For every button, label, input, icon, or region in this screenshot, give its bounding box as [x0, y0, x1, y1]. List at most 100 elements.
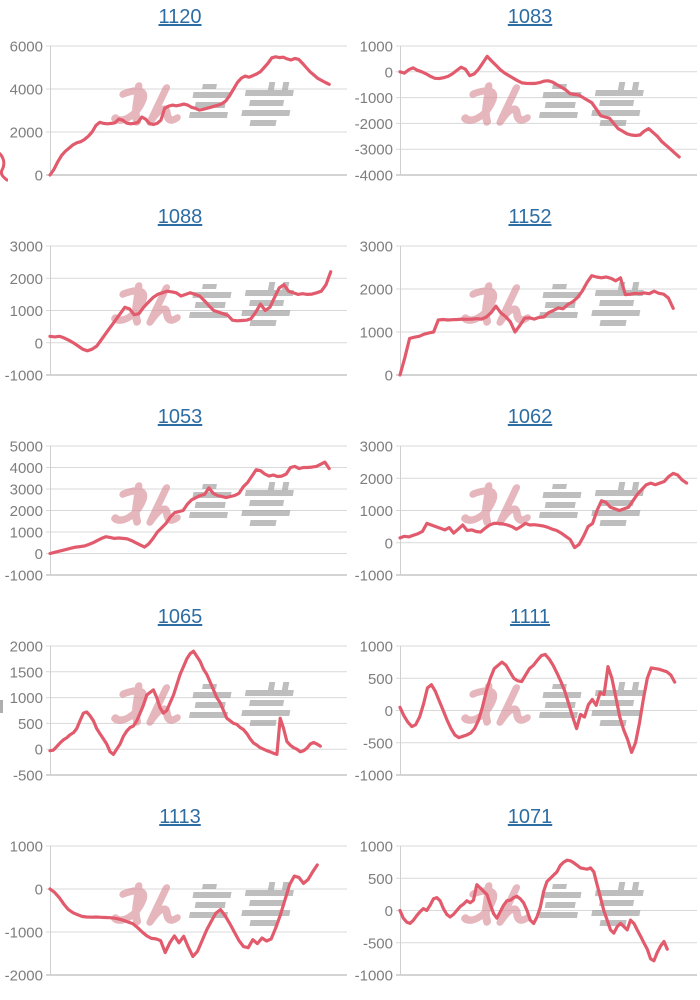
line-chart-series: [398, 471, 689, 550]
y-tick-label: -1000: [355, 968, 393, 985]
chart-grid-axes: 3000 2000 1000 0 -1000: [355, 439, 697, 585]
y-tick-label: 4000: [10, 82, 43, 99]
y-tick-label: 1000: [360, 839, 393, 856]
watermark-logo-icon: [111, 882, 294, 926]
series-line: [48, 55, 331, 177]
series-line: [48, 649, 322, 756]
series-line: [398, 274, 675, 377]
y-tick-label: -4000: [355, 168, 393, 185]
y-tick-label: 2000: [10, 639, 43, 656]
y-tick-label: 3000: [10, 482, 43, 499]
machine-title-row: 1065: [0, 606, 350, 629]
y-tick-label: 500: [368, 671, 393, 688]
slump-graph: 1000 0 -1000 -2000 -3000 -4000: [350, 0, 700, 200]
machine-title-row: 1152: [350, 206, 700, 229]
y-tick-label: 1000: [10, 690, 43, 707]
y-tick-label: -500: [363, 935, 393, 952]
y-tick-label: 4000: [10, 460, 43, 477]
y-tick-label: 2000: [360, 282, 393, 299]
machine-chart-cell: 1088 3000 2000 1000 0 -1000: [0, 200, 350, 400]
clipped-chart-fragment: [0, 700, 3, 713]
y-tick-label: 0: [385, 703, 393, 720]
machine-title-row: 1111: [350, 606, 700, 629]
y-tick-label: -1000: [355, 90, 393, 107]
y-tick-label: 3000: [10, 239, 43, 256]
y-tick-label: 2000: [360, 471, 393, 488]
line-chart-series: [48, 460, 331, 556]
y-tick-label: 500: [18, 716, 43, 733]
slump-graph: 6000 4000 2000 0: [0, 0, 350, 200]
y-tick-label: 0: [35, 168, 43, 185]
y-tick-label: 0: [385, 368, 393, 385]
y-tick-label: 2000: [10, 125, 43, 142]
line-chart-series: [398, 54, 681, 159]
y-tick-label: -1000: [5, 368, 43, 385]
slump-graph: 1000 500 0 -500 -1000: [350, 800, 700, 1000]
machine-chart-cell: 1062 3000 2000 1000 0 -1000: [350, 400, 700, 600]
machine-chart-cell: 1065 2000 1500 1000 500 0 -500: [0, 600, 350, 800]
machine-chart-cell: 1083 1000 0 -1000 -2000 -3000 -4000: [350, 0, 700, 200]
y-tick-label: 2000: [10, 271, 43, 288]
watermark-logo-icon: [461, 682, 644, 726]
slump-graph: 3000 2000 1000 0 -1000: [350, 400, 700, 600]
machine-number-link[interactable]: 1113: [159, 806, 201, 828]
machine-number-link[interactable]: 1053: [157, 406, 203, 428]
machine-chart-cell: 1053 5000 4000 3000 2000 1000 0 -1000: [0, 400, 350, 600]
machine-title-row: 1113: [0, 806, 350, 829]
series-line: [48, 270, 333, 353]
clipped-chart-fragment: [0, 151, 8, 182]
y-tick-label: 0: [385, 535, 393, 552]
line-chart-series: [48, 649, 322, 756]
y-tick-label: -1000: [5, 568, 43, 585]
slump-graph: 1000 0 -1000 -2000: [0, 800, 350, 1000]
machine-number-link[interactable]: 1111: [509, 606, 551, 628]
slump-graph: 1000 500 0 -500 -1000: [350, 600, 700, 800]
y-tick-label: -1000: [5, 925, 43, 942]
y-tick-label: 1000: [10, 525, 43, 542]
line-chart-series: [48, 863, 319, 959]
chart-grid-axes: 1000 0 -1000 -2000: [5, 839, 347, 985]
machine-number-link[interactable]: 1071: [507, 806, 553, 828]
y-tick-label: -2000: [355, 116, 393, 133]
machine-number-link[interactable]: 1120: [158, 6, 202, 28]
y-tick-label: 1000: [360, 639, 393, 656]
machine-chart-cell: 1152 3000 2000 1000 0: [350, 200, 700, 400]
chart-grid-axes: 5000 4000 3000 2000 1000 0 -1000: [5, 439, 347, 585]
y-tick-label: 0: [35, 546, 43, 563]
machine-title-row: 1062: [350, 406, 700, 429]
line-chart-series: [48, 55, 331, 177]
y-tick-label: -1000: [355, 768, 393, 785]
line-chart-series: [48, 270, 333, 353]
machine-number-link[interactable]: 1065: [157, 606, 203, 628]
series-line: [398, 858, 669, 963]
series-line: [398, 652, 677, 754]
series-line: [398, 54, 681, 159]
chart-grid-axes: 3000 2000 1000 0 -1000: [5, 239, 347, 385]
chart-grid-axes: 3000 2000 1000 0: [360, 239, 697, 385]
series-line: [48, 460, 331, 556]
machine-number-link[interactable]: 1083: [507, 6, 553, 28]
y-tick-label: -2000: [5, 968, 43, 985]
machine-title-row: 1120: [0, 6, 350, 29]
slump-graph: 3000 2000 1000 0: [350, 200, 700, 400]
machine-number-link[interactable]: 1088: [157, 206, 203, 228]
machine-title-row: 1053: [0, 406, 350, 429]
y-tick-label: 1500: [10, 664, 43, 681]
machine-title-row: 1088: [0, 206, 350, 229]
machine-chart-cell: 1071 1000 500 0 -500 -1000: [350, 800, 700, 1000]
chart-grid-axes: 2000 1500 1000 500 0 -500: [10, 639, 347, 785]
slump-graph: 3000 2000 1000 0 -1000: [0, 200, 350, 400]
machine-number-link[interactable]: 1152: [508, 206, 552, 228]
y-tick-label: -3000: [355, 142, 393, 159]
y-tick-label: -500: [13, 768, 43, 785]
machine-number-link[interactable]: 1062: [507, 406, 553, 428]
machine-title-row: 1083: [350, 6, 700, 29]
y-tick-label: 1000: [10, 839, 43, 856]
y-tick-label: 0: [35, 882, 43, 899]
series-line: [48, 863, 319, 959]
line-chart-series: [398, 858, 669, 963]
slump-graph: 5000 4000 3000 2000 1000 0 -1000: [0, 400, 350, 600]
machine-chart-cell: 1113 1000 0 -1000 -2000: [0, 800, 350, 1000]
slump-graph: 2000 1500 1000 500 0 -500: [0, 600, 350, 800]
